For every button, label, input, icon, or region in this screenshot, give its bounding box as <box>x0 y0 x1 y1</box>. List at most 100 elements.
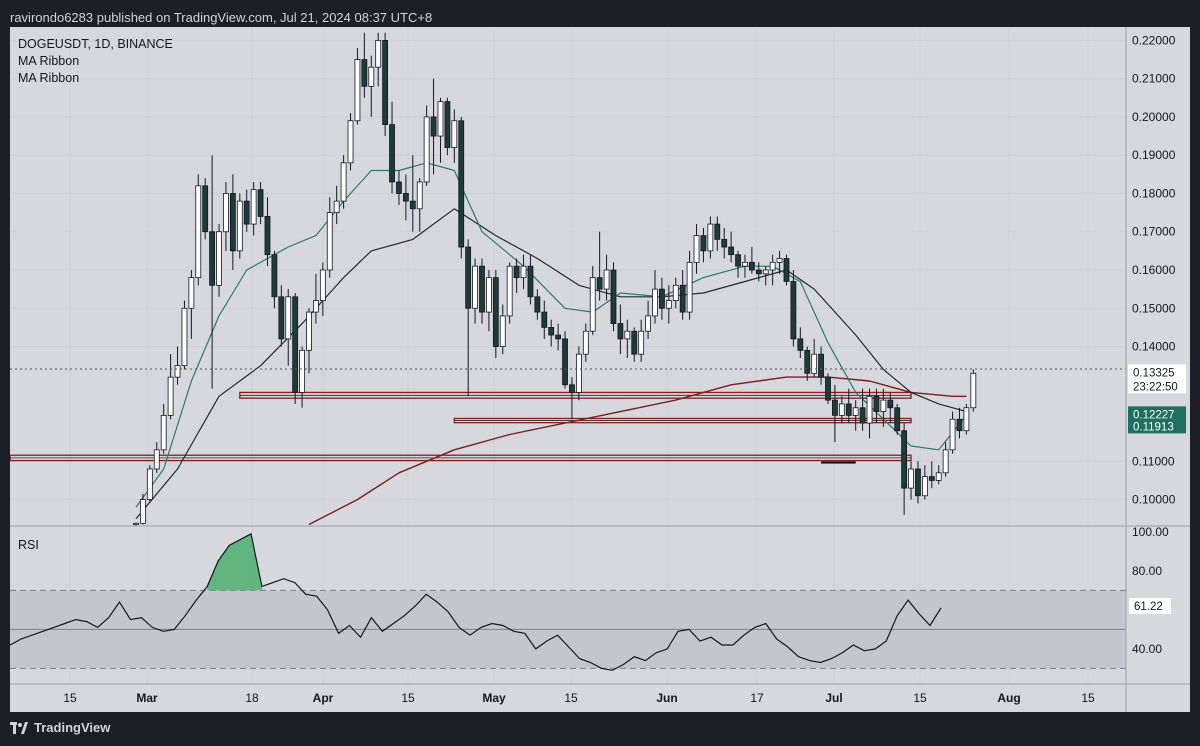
candle-body <box>140 499 146 524</box>
grid <box>10 27 1126 684</box>
candle-body <box>672 284 679 302</box>
rsi-overbought-fill <box>207 533 262 591</box>
candle-body <box>167 376 174 416</box>
candle-body <box>520 265 527 279</box>
candle-body <box>589 277 596 332</box>
candle-body <box>278 296 285 340</box>
candle-body <box>783 258 790 282</box>
tradingview-logo-icon <box>10 721 28 734</box>
candle-body <box>935 472 942 481</box>
candle-body <box>146 468 153 500</box>
candle-body <box>610 269 617 324</box>
price-tick-label: 0.19000 <box>1132 148 1176 162</box>
candles <box>133 32 977 526</box>
candle-body <box>306 311 312 351</box>
candle-body <box>908 468 914 489</box>
candle-body <box>804 349 811 374</box>
candle-body <box>659 288 665 309</box>
candle-body <box>326 212 333 271</box>
candle-body <box>776 258 783 263</box>
price-tick-label: 0.16000 <box>1132 263 1176 277</box>
rsi-last-label: 61.22 <box>1129 598 1171 614</box>
candle-body <box>174 365 181 378</box>
chart-svg[interactable]: DOGEUSDT, 1D, BINANCE MA Ribbon MA Ribbo… <box>9 27 1190 712</box>
candle-body <box>396 181 402 194</box>
candle-body <box>811 353 818 374</box>
candle-body <box>416 181 423 210</box>
candle-body <box>762 269 769 275</box>
candle-body <box>299 349 305 393</box>
candle-body <box>409 200 416 210</box>
price-axis[interactable]: 0.22000 0.21000 0.20000 0.19000 0.18000 0.170… <box>1132 33 1176 506</box>
candle-body <box>465 246 472 309</box>
price-tick-label: 0.17000 <box>1132 225 1176 239</box>
price-tick-label: 0.22000 <box>1132 33 1176 47</box>
candle-body <box>845 403 852 416</box>
time-tick-label: 15 <box>564 691 578 705</box>
candle-body <box>313 300 319 313</box>
candle-body <box>949 418 956 451</box>
candle-body <box>742 261 748 267</box>
time-axis[interactable]: 15 Mar 18 Apr 15 May 15 Jun 17 Jul 15 Aug 15 <box>63 691 1095 705</box>
chart-frame[interactable]: DOGEUSDT, 1D, BINANCE MA Ribbon MA Ribbo… <box>9 27 1190 712</box>
candle-body <box>216 231 222 286</box>
candle-body <box>942 449 949 474</box>
footer-brand: TradingView <box>34 720 111 735</box>
candle-body <box>645 315 651 332</box>
candle-body <box>160 415 167 451</box>
candle-body <box>209 231 216 286</box>
candle-body <box>894 407 901 432</box>
candle-body <box>700 235 707 252</box>
candle-body <box>472 265 478 309</box>
candle-body <box>838 403 845 416</box>
candle-body <box>915 468 921 497</box>
candle-body <box>236 200 243 252</box>
svg-text:61.22: 61.22 <box>1134 601 1163 613</box>
candle-body <box>617 323 624 340</box>
candle-body <box>375 39 382 68</box>
candle-body <box>638 330 645 355</box>
candle-body <box>188 277 195 309</box>
candle-body <box>264 216 271 256</box>
candle-body <box>624 330 631 340</box>
candle-body <box>818 353 824 378</box>
candle-body <box>223 193 229 233</box>
candle-body <box>825 376 831 401</box>
candle-body <box>693 235 700 263</box>
candle-body <box>866 395 873 424</box>
rsi-axis[interactable]: 100.00 80.00 40.00 <box>1132 525 1169 656</box>
price-label-box <box>1128 364 1186 380</box>
candle-body <box>859 407 866 424</box>
price-label-text: 23:22:50 <box>1133 381 1178 393</box>
candle-body <box>333 200 340 213</box>
candle-body <box>721 238 728 248</box>
candle-body <box>347 120 354 164</box>
time-tick-label: Aug <box>997 691 1020 705</box>
candle-body <box>548 326 555 336</box>
candle-body <box>603 269 610 290</box>
candle-body <box>181 307 188 367</box>
candle-body <box>679 284 686 313</box>
candle-body <box>368 66 375 87</box>
candle-body <box>852 407 859 416</box>
horizontal-zones[interactable] <box>9 391 912 464</box>
price-tick-label: 0.15000 <box>1132 301 1176 315</box>
rsi-label: RSI <box>18 538 39 552</box>
candle-body <box>652 288 658 317</box>
price-label-box <box>1128 406 1186 422</box>
candle-body <box>229 193 236 252</box>
price-tick-label: 0.20000 <box>1132 110 1176 124</box>
time-tick-label: 15 <box>1081 691 1095 705</box>
candle-body <box>832 399 838 416</box>
ma-200-line <box>308 376 967 526</box>
price-tick-label: 0.14000 <box>1132 340 1176 354</box>
price-label-text: 0.13325 <box>1133 367 1175 379</box>
candle-body <box>963 407 970 432</box>
candle-body <box>492 277 499 347</box>
candle-body <box>361 59 368 87</box>
candle-body <box>437 101 444 137</box>
time-tick-label: Apr <box>313 691 334 705</box>
candle-body <box>340 162 347 202</box>
candle-body <box>195 185 202 279</box>
price-tick-label: 0.10000 <box>1132 493 1176 507</box>
